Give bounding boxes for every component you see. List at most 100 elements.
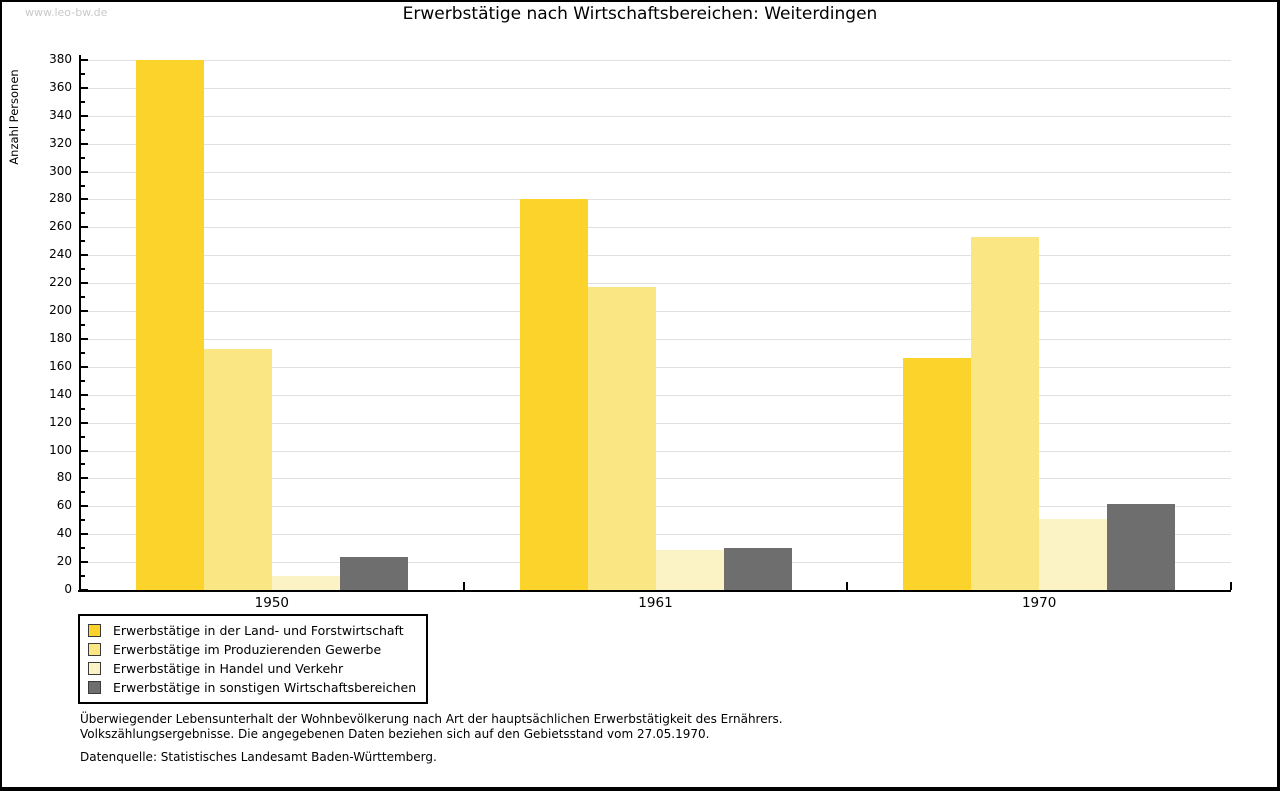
bar-1970-series3 bbox=[1039, 518, 1108, 590]
y-tick-label: 220 bbox=[49, 275, 72, 290]
y-tick-minor bbox=[81, 407, 85, 410]
y-tick-label: 360 bbox=[49, 79, 72, 94]
y-tick-minor bbox=[81, 575, 85, 578]
gridline bbox=[80, 115, 1231, 117]
gridline bbox=[80, 255, 1231, 257]
bar-1950-series1 bbox=[135, 60, 204, 590]
gridline bbox=[80, 534, 1231, 536]
legend-item-1: Erwerbstätige in der Land- und Forstwirt… bbox=[88, 621, 416, 640]
bar-1961-series4 bbox=[723, 548, 792, 590]
legend-swatch-1 bbox=[88, 624, 101, 637]
gridline bbox=[80, 338, 1231, 340]
gridline bbox=[80, 60, 1231, 61]
footnote-line-2: Volkszählungsergebnisse. Die angegebenen… bbox=[80, 727, 710, 741]
gridline bbox=[80, 366, 1231, 368]
y-tick-major bbox=[81, 337, 88, 340]
y-tick-label: 0 bbox=[64, 582, 72, 596]
y-tick-minor bbox=[81, 156, 85, 159]
y-tick-minor bbox=[81, 128, 85, 131]
y-tick-minor bbox=[81, 491, 85, 494]
y-tick-major bbox=[81, 449, 88, 452]
y-tick-major bbox=[81, 114, 88, 117]
y-tick-major bbox=[81, 533, 88, 536]
legend-swatch-3 bbox=[88, 662, 101, 675]
y-tick-label: 320 bbox=[49, 135, 72, 150]
y-tick-major bbox=[81, 477, 88, 480]
gridline bbox=[80, 506, 1231, 508]
y-tick-label: 380 bbox=[49, 52, 72, 66]
gridline bbox=[80, 450, 1231, 452]
bar-1961-series1 bbox=[519, 199, 588, 590]
y-tick-label: 280 bbox=[49, 191, 72, 206]
bar-1950-series4 bbox=[339, 556, 408, 590]
y-tick-major bbox=[81, 254, 88, 257]
gridline bbox=[80, 227, 1231, 229]
y-tick-minor bbox=[81, 324, 85, 326]
y-tick-label: 40 bbox=[56, 526, 72, 541]
legend-label: Erwerbstätige im Produzierenden Gewerbe bbox=[113, 642, 382, 657]
x-tick-label-1961: 1961 bbox=[638, 595, 673, 611]
y-tick-minor bbox=[81, 379, 85, 382]
legend-item-4: Erwerbstätige in sonstigen Wirtschaftsbe… bbox=[88, 678, 416, 697]
y-tick-minor bbox=[81, 435, 85, 438]
y-tick-major bbox=[81, 310, 88, 313]
footnote-line-1: Überwiegender Lebensunterhalt der Wohnbe… bbox=[80, 712, 783, 726]
x-tick-label-1950: 1950 bbox=[254, 595, 289, 611]
bar-1970-series1 bbox=[903, 358, 972, 590]
y-tick-minor bbox=[81, 296, 85, 299]
y-tick-major bbox=[81, 226, 88, 229]
footnotes: Überwiegender Lebensunterhalt der Wohnbe… bbox=[80, 712, 783, 765]
y-tick-minor bbox=[81, 268, 85, 271]
y-tick-minor bbox=[81, 72, 85, 75]
y-tick-major bbox=[81, 198, 88, 201]
y-tick-label: 100 bbox=[49, 442, 72, 457]
legend-item-2: Erwerbstätige im Produzierenden Gewerbe bbox=[88, 640, 416, 659]
y-tick-label: 60 bbox=[56, 498, 72, 513]
y-tick-label: 340 bbox=[49, 107, 72, 122]
y-tick-label: 140 bbox=[49, 386, 72, 401]
gridline bbox=[80, 199, 1231, 201]
y-tick-major bbox=[81, 282, 88, 285]
y-tick-minor bbox=[81, 212, 85, 215]
y-tick-label: 80 bbox=[56, 470, 72, 485]
y-axis-title: Anzahl Personen bbox=[7, 69, 21, 165]
y-tick-minor bbox=[81, 100, 85, 103]
y-tick-label: 240 bbox=[49, 247, 72, 262]
gridline bbox=[80, 394, 1231, 396]
y-tick-minor bbox=[81, 463, 85, 466]
y-tick-label: 120 bbox=[49, 414, 72, 429]
y-axis-line bbox=[79, 55, 81, 592]
gridline bbox=[80, 283, 1231, 285]
y-tick-major bbox=[81, 86, 88, 89]
data-source: Datenquelle: Statistisches Landesamt Bad… bbox=[80, 750, 437, 764]
chart-title: Erwerbstätige nach Wirtschaftsbereichen:… bbox=[402, 4, 878, 24]
y-tick-major bbox=[81, 393, 88, 396]
gridline bbox=[80, 171, 1231, 173]
gridline bbox=[80, 311, 1231, 313]
y-tick-minor bbox=[81, 519, 85, 522]
bar-1970-series2 bbox=[971, 237, 1040, 590]
x-boundary-tick bbox=[846, 582, 849, 590]
y-tick-minor bbox=[81, 240, 85, 243]
y-tick-major bbox=[81, 170, 88, 173]
y-tick-minor bbox=[81, 184, 85, 187]
y-tick-major bbox=[81, 59, 88, 61]
x-boundary-tick bbox=[1230, 582, 1232, 590]
legend-item-3: Erwerbstätige in Handel und Verkehr bbox=[88, 659, 416, 678]
legend-label: Erwerbstätige in sonstigen Wirtschaftsbe… bbox=[113, 680, 417, 695]
y-tick-label: 160 bbox=[49, 358, 72, 373]
y-tick-label: 260 bbox=[49, 219, 72, 234]
y-tick-label: 20 bbox=[56, 554, 72, 569]
y-tick-minor bbox=[81, 547, 85, 550]
legend: Erwerbstätige in der Land- und Forstwirt… bbox=[78, 614, 429, 704]
y-tick-label: 180 bbox=[49, 330, 72, 345]
bar-1970-series4 bbox=[1107, 503, 1176, 590]
bar-1961-series2 bbox=[587, 287, 656, 590]
site-watermark: www.leo-bw.de bbox=[25, 6, 108, 19]
legend-label: Erwerbstätige in Handel und Verkehr bbox=[113, 661, 344, 676]
y-tick-major bbox=[81, 365, 88, 368]
y-tick-label: 300 bbox=[49, 163, 72, 178]
y-tick-major bbox=[81, 505, 88, 508]
legend-swatch-2 bbox=[88, 643, 101, 656]
